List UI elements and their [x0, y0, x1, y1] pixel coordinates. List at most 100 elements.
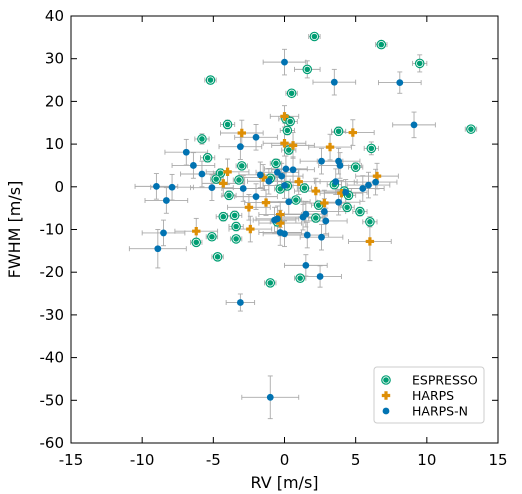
data-point-harps-n [330, 78, 338, 86]
data-point-harps-n [318, 157, 325, 165]
data-point-espresso [282, 125, 293, 136]
y-axis-ticks: -60 -50 -40 -30 -20 -10 0 10 20 30 40 [40, 7, 498, 452]
data-point-harps [276, 210, 285, 219]
data-point-harps-n [252, 133, 260, 141]
data-point-espresso [350, 162, 361, 172]
data-point-harps-n [372, 178, 379, 186]
data-point-espresso [302, 64, 313, 75]
data-point-espresso [202, 152, 213, 163]
legend-label-harps-n: HARPS-N [412, 404, 468, 419]
series-espresso [191, 31, 476, 288]
data-point-espresso [231, 221, 241, 232]
data-point-harps-n [208, 184, 216, 192]
data-point-harps-n [239, 185, 247, 192]
data-point-espresso [309, 31, 320, 42]
data-point-espresso [205, 75, 216, 85]
y-tick-label: -40 [40, 349, 65, 367]
data-point-harps-n [281, 182, 288, 189]
data-point-harps [311, 186, 321, 196]
data-point-harps-n [302, 261, 310, 269]
data-point-harps-n [365, 181, 372, 189]
data-point-harps-n [318, 233, 325, 241]
data-point-espresso [231, 234, 241, 244]
legend-marker-espresso [381, 375, 391, 385]
x-tick-label: -15 [59, 451, 84, 469]
data-point-espresso [291, 195, 301, 205]
y-tick-label: 40 [45, 7, 64, 25]
data-point-harps-n [299, 213, 307, 221]
legend-marker-harps [381, 391, 391, 400]
legend-marker-harps-n [382, 407, 390, 415]
data-point-harps [280, 112, 289, 121]
data-point-espresso [355, 206, 365, 217]
data-point-harps-n [285, 198, 293, 206]
x-tick-label: 0 [280, 451, 290, 469]
data-point-espresso [211, 174, 221, 184]
data-point-harps-n [282, 165, 290, 173]
data-point-espresso [342, 202, 352, 213]
data-point-espresso [299, 183, 310, 193]
data-point-harps-n [256, 171, 264, 179]
data-point-espresso [224, 190, 234, 201]
x-tick-label: 15 [488, 451, 507, 469]
data-point-harps [276, 218, 285, 228]
data-point-espresso [295, 273, 305, 283]
plot-area [128, 31, 478, 420]
data-point-espresso [218, 211, 229, 222]
data-point-espresso [222, 119, 233, 130]
y-tick-label: -10 [40, 221, 65, 239]
series-harps-n [153, 58, 418, 401]
data-point-harps-n [336, 162, 344, 169]
data-point-harps-n [182, 148, 190, 156]
y-tick-label: 10 [45, 135, 64, 153]
y-tick-label: -20 [40, 263, 65, 281]
data-point-espresso [333, 126, 344, 137]
data-point-harps-n [410, 121, 418, 129]
x-tick-label: 10 [417, 451, 436, 469]
data-point-harps [288, 141, 298, 150]
x-axis-label: RV [m/s] [250, 473, 318, 492]
data-point-espresso [229, 210, 240, 221]
y-tick-label: -50 [40, 391, 65, 409]
legend-label-espresso: ESPRESSO [412, 373, 478, 388]
data-point-harps-n [320, 208, 328, 215]
data-point-espresso [366, 143, 377, 154]
data-point-harps-n [168, 183, 176, 191]
data-point-harps [258, 173, 268, 182]
data-point-harps [337, 189, 346, 198]
data-point-espresso [212, 252, 223, 262]
data-point-harps-n [236, 299, 244, 306]
data-point-harps-n [335, 198, 342, 206]
y-tick-label: 30 [45, 50, 64, 68]
x-axis-ticks: -15 -10 -5 0 5 10 15 [59, 16, 508, 469]
legend-box [373, 366, 485, 424]
data-point-espresso [466, 124, 476, 134]
y-tick-label: -60 [40, 434, 65, 452]
data-point-espresso [271, 158, 281, 169]
data-point-espresso [265, 278, 276, 288]
data-point-espresso [286, 88, 297, 99]
data-point-harps [280, 139, 289, 148]
x-tick-label: -5 [206, 451, 221, 469]
data-point-harps-n [265, 177, 273, 185]
y-axis-label: FWHM [m/s] [5, 181, 24, 279]
data-point-harps-n [160, 229, 167, 237]
data-point-harps-n [322, 217, 330, 225]
data-point-espresso [191, 237, 202, 248]
data-points [153, 31, 476, 401]
data-point-espresso [285, 116, 295, 127]
data-point-harps-n [342, 188, 350, 196]
data-point-harps [348, 128, 358, 137]
data-point-harps-n [271, 216, 278, 224]
x-tick-label: -10 [130, 451, 155, 469]
data-point-espresso [283, 145, 294, 155]
data-point-harps-n [289, 166, 297, 174]
data-point-harps-n [278, 172, 286, 180]
data-point-harps [365, 237, 375, 246]
data-point-harps-n [154, 245, 162, 253]
error-bars [128, 33, 478, 420]
data-point-harps-n [266, 393, 274, 401]
data-point-harps-n [303, 231, 311, 239]
